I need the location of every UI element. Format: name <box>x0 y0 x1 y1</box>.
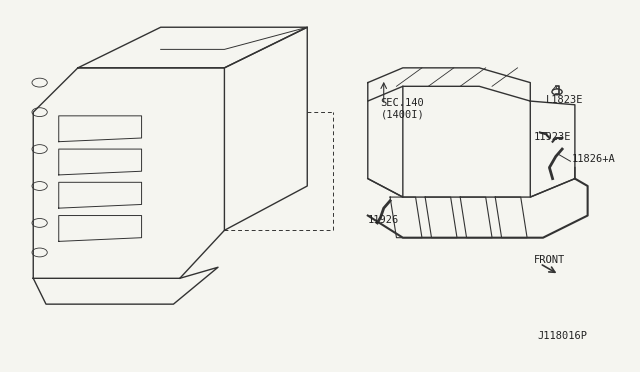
Text: 11926: 11926 <box>368 215 399 225</box>
Text: L1823E: L1823E <box>546 95 584 105</box>
Text: J118016P: J118016P <box>537 331 587 341</box>
Text: 11826+A: 11826+A <box>572 154 616 164</box>
Text: 11923E: 11923E <box>534 132 571 142</box>
Text: SEC.140
(1400I): SEC.140 (1400I) <box>381 98 424 119</box>
Text: FRONT: FRONT <box>534 256 564 265</box>
